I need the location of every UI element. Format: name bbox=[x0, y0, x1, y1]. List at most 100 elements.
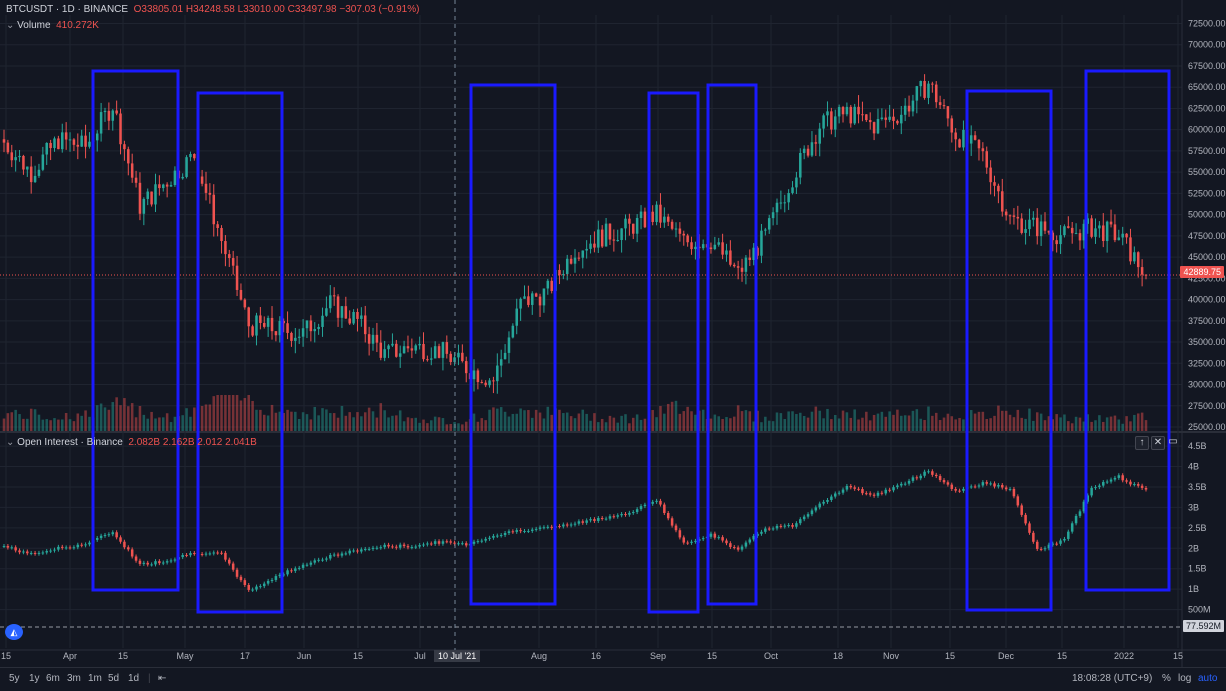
collapse-chevron-icon[interactable]: ⌄ bbox=[6, 20, 15, 31]
candle-body bbox=[255, 315, 258, 336]
volume-bar bbox=[701, 409, 705, 431]
candle-body bbox=[1039, 221, 1043, 237]
time-axis-label: 17 bbox=[240, 651, 250, 661]
candle-body bbox=[799, 152, 802, 178]
oi-candle-body bbox=[305, 564, 309, 566]
candle-body bbox=[64, 132, 68, 140]
logo-icon[interactable]: ◭ bbox=[5, 624, 23, 640]
candle-body bbox=[713, 244, 717, 250]
oi-candle-body bbox=[340, 553, 344, 556]
maximize-pane-icon[interactable]: ▭ bbox=[1168, 436, 1178, 447]
percent-toggle[interactable]: % bbox=[1162, 673, 1171, 684]
oi-candle-body bbox=[1070, 523, 1074, 532]
oi-candle-body bbox=[64, 547, 68, 549]
range-1m-button[interactable]: 1m bbox=[88, 673, 102, 684]
oi-candle-body bbox=[49, 550, 52, 552]
candle-body bbox=[682, 233, 686, 236]
volume-bar bbox=[655, 417, 658, 431]
candle-body bbox=[472, 370, 476, 380]
volume-bar bbox=[1074, 416, 1078, 431]
clock-time[interactable]: 18:08:28 (UTC+9) bbox=[1072, 673, 1153, 684]
crosshair-date-label: 10 Jul '21 bbox=[434, 650, 481, 662]
volume-bar bbox=[1067, 421, 1070, 431]
auto-toggle[interactable]: auto bbox=[1198, 673, 1218, 684]
candle-body bbox=[872, 122, 876, 134]
log-toggle[interactable]: log bbox=[1178, 673, 1192, 684]
candle-body bbox=[189, 154, 192, 158]
candle-body bbox=[88, 141, 91, 147]
volume-bar bbox=[161, 417, 165, 431]
candle-body bbox=[1070, 227, 1074, 234]
candle-body bbox=[744, 257, 748, 272]
oi-candle-body bbox=[111, 532, 115, 535]
range-3m-button[interactable]: 3m bbox=[67, 673, 81, 684]
volume-bar bbox=[418, 422, 421, 431]
oi-candle-body bbox=[1024, 514, 1027, 524]
candle-body bbox=[993, 182, 996, 186]
volume-bar bbox=[565, 412, 569, 431]
volume-bar bbox=[464, 421, 468, 431]
oi-candle-body bbox=[453, 542, 456, 544]
range-1y-button[interactable]: 1y bbox=[29, 673, 40, 684]
oi-candle-body bbox=[208, 553, 212, 555]
volume-bar bbox=[585, 413, 588, 431]
volume-bar bbox=[84, 410, 87, 431]
symbol-title[interactable]: BTCUSDT · 1D · BINANCE bbox=[6, 4, 129, 15]
volume-bar bbox=[694, 414, 697, 431]
candle-body bbox=[962, 129, 965, 148]
move-pane-up-icon[interactable]: ↑ bbox=[1135, 436, 1149, 450]
oi-collapse-chevron-icon[interactable]: ⌄ bbox=[6, 437, 15, 448]
candle-body bbox=[503, 352, 507, 360]
volume-bar bbox=[301, 412, 305, 431]
candle-body bbox=[103, 110, 107, 113]
oi-candle-body bbox=[484, 538, 487, 541]
time-axis-label: Oct bbox=[764, 651, 779, 661]
range-6m-button[interactable]: 6m bbox=[46, 673, 60, 684]
volume-bar bbox=[200, 405, 204, 431]
goto-date-icon[interactable]: ⇤ bbox=[158, 673, 167, 684]
volume-bar bbox=[674, 400, 678, 431]
candle-body bbox=[1067, 226, 1070, 228]
oi-candle-body bbox=[1078, 511, 1082, 516]
candle-body bbox=[791, 187, 794, 193]
volume-bar bbox=[181, 415, 184, 431]
oi-candle-body bbox=[103, 534, 107, 536]
volume-bar bbox=[958, 417, 961, 431]
volume-bar bbox=[853, 409, 856, 431]
candle-body bbox=[484, 382, 487, 386]
oi-candle-body bbox=[53, 549, 56, 551]
volume-bar bbox=[14, 409, 17, 431]
price-scale-label: 27500.00 bbox=[1188, 401, 1226, 411]
candle-body bbox=[286, 323, 289, 333]
chart-canvas[interactable]: 72500.00 70000.00 67500.00 65000.00 62500.00… bbox=[0, 0, 1226, 667]
highlight-box bbox=[647, 91, 700, 614]
oi-candle-body bbox=[95, 538, 99, 540]
candle-body bbox=[701, 244, 705, 249]
time-axis-label: 15 bbox=[945, 651, 955, 661]
candle-body bbox=[321, 315, 324, 327]
candle-body bbox=[161, 184, 165, 189]
oi-candle-body bbox=[764, 528, 767, 532]
oi-candle-body bbox=[558, 526, 561, 528]
volume-bar bbox=[329, 413, 332, 431]
candle-body bbox=[767, 218, 771, 230]
volume-bar bbox=[115, 397, 118, 431]
volume-bar bbox=[997, 405, 1000, 431]
range-5d-button[interactable]: 5d bbox=[108, 673, 120, 684]
candle-body bbox=[694, 246, 697, 250]
volume-bar bbox=[830, 419, 833, 431]
oi-candle-body bbox=[577, 521, 581, 524]
range-1d-button[interactable]: 1d bbox=[128, 673, 140, 684]
close-pane-icon[interactable]: ✕ bbox=[1151, 436, 1165, 450]
candle-body bbox=[228, 254, 231, 259]
volume-bar bbox=[480, 418, 484, 431]
oi-candle-body bbox=[150, 564, 153, 566]
candle-body bbox=[573, 257, 577, 264]
oi-candle-body bbox=[204, 553, 208, 555]
oi-candle-body bbox=[690, 541, 693, 543]
volume-bar bbox=[193, 407, 196, 431]
volume-bar bbox=[635, 414, 639, 431]
oi-candle-body bbox=[445, 541, 449, 543]
range-5y-button[interactable]: 5y bbox=[9, 673, 20, 684]
volume-bar bbox=[146, 418, 149, 431]
